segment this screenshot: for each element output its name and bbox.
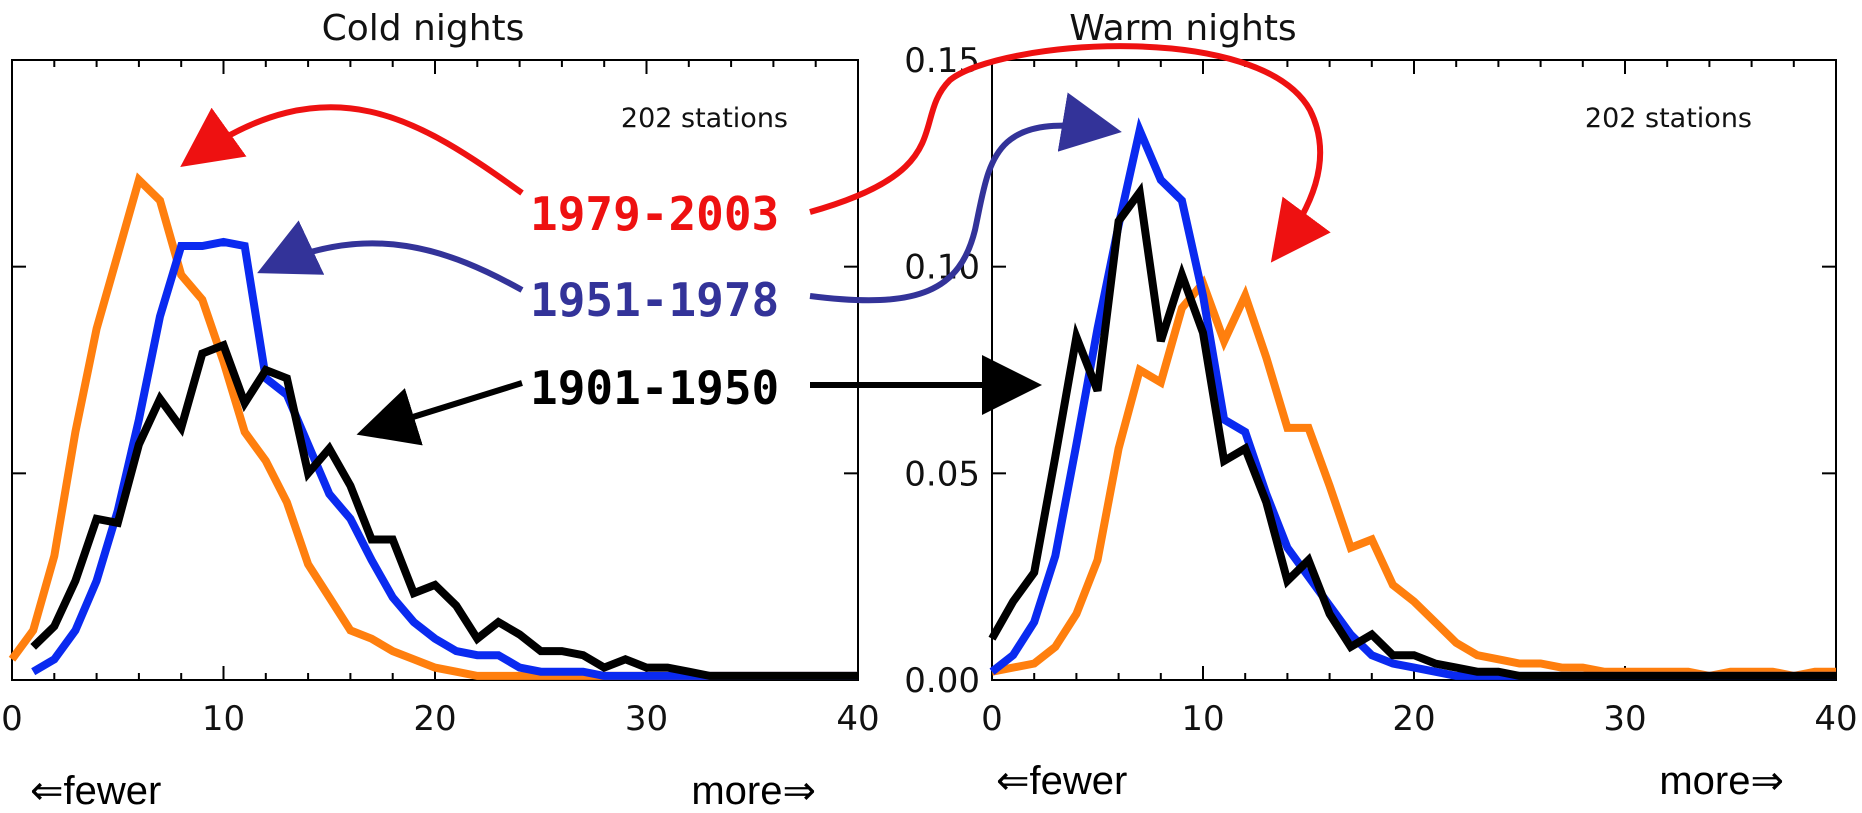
series-line-1979-2003 [991, 275, 1836, 680]
cold-nights-fewer-label: ⇐fewer [30, 769, 161, 813]
warm-nights-station-count: 202 stations [1585, 103, 1752, 134]
legend-1979-2003: 1979-2003 [530, 187, 779, 241]
warm-nights-lines [988, 117, 1836, 680]
warm-nights-title: Warm nights [1069, 8, 1296, 49]
warm-nights-fewer-label: ⇐fewer [996, 759, 1127, 803]
warm-nights-x-tick-labels: 0 10 20 30 40 [981, 699, 1857, 739]
series-line-1951-1978 [989, 117, 1836, 680]
cold-nights-more-label: more⇒ [691, 769, 816, 813]
x-tick-label: 40 [836, 699, 879, 739]
legend: 1979-2003 1951-1978 1901-1950 [530, 187, 779, 415]
x-tick-label: 30 [1603, 699, 1646, 739]
series-line-1901-1950 [988, 181, 1836, 680]
black-arrow-to-cold [356, 380, 523, 446]
x-tick-label: 10 [1181, 699, 1224, 739]
cold-nights-station-count: 202 stations [621, 103, 788, 134]
warm-nights-more-label: more⇒ [1659, 759, 1784, 803]
warm-nights-ticks [991, 59, 1837, 681]
x-tick-label: 20 [1392, 699, 1435, 739]
legend-1901-1950: 1901-1950 [530, 361, 779, 415]
legend-1951-1978: 1951-1978 [530, 273, 779, 327]
warm-nights-panel: Warm nights 0 10 20 30 40 0.000.050.100.15 2… [904, 8, 1857, 803]
x-tick-label: 0 [981, 699, 1003, 739]
x-tick-label: 30 [625, 699, 668, 739]
series-line-1901-1950 [30, 339, 858, 680]
warm-nights-plot-frame [991, 59, 1837, 681]
plot-border [991, 59, 1837, 681]
y-tick-label: 0.05 [904, 454, 980, 494]
warm-nights-y-tick-labels: 0.000.050.100.15 [904, 41, 980, 701]
cold-nights-title: Cold nights [322, 8, 525, 49]
cold-nights-x-tick-labels: 0 10 20 30 40 [1, 699, 879, 739]
y-tick-label: 0.00 [904, 661, 980, 701]
x-tick-label: 40 [1814, 699, 1857, 739]
red-arrow-to-cold [180, 104, 524, 196]
x-tick-label: 20 [413, 699, 456, 739]
blue-arrow-to-cold [257, 220, 524, 293]
x-tick-label: 0 [1, 699, 23, 739]
legend-arrows [180, 43, 1331, 446]
y-tick-label: 0.15 [904, 41, 980, 81]
cold-nights-lines [8, 172, 858, 680]
blue-arrow-to-warm [809, 92, 1122, 304]
red-arrow-to-warm [809, 43, 1331, 263]
x-tick-label: 10 [202, 699, 245, 739]
cold-nights-panel: Cold nights 0 10 20 30 40 202 stations ⇐fewe… [1, 8, 879, 813]
